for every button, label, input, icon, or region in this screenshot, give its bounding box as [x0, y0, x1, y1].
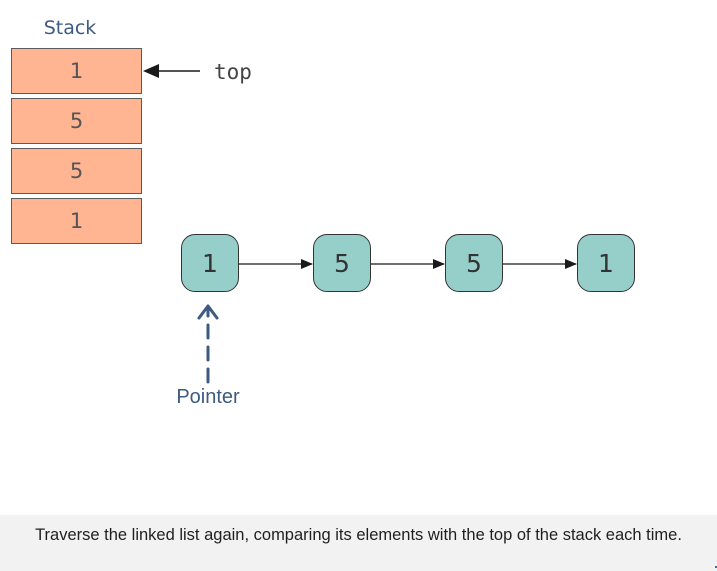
- stack-title: Stack: [43, 17, 97, 39]
- stack-cell-top: 1: [11, 48, 142, 94]
- top-label: top: [214, 60, 252, 84]
- caption-text: Traverse the linked list again, comparin…: [35, 526, 682, 544]
- list-node-3: 5: [445, 234, 503, 292]
- pointer-arrow: [197, 304, 219, 384]
- caption-bar: Traverse the linked list again, comparin…: [0, 515, 717, 571]
- stack-cell-3: 5: [11, 148, 142, 194]
- list-node-2: 5: [313, 234, 371, 292]
- top-arrow: [143, 64, 200, 78]
- list-node-4: 1: [577, 234, 635, 292]
- stack-cell-2: 5: [11, 98, 142, 144]
- corner-dot: [715, 566, 717, 568]
- list-node-1: 1: [181, 234, 239, 292]
- diagram-canvas: Stack 1 5 5 1 top 1 5 5 1 Pointer: [11, 17, 635, 408]
- stack-cell-bottom: 1: [11, 198, 142, 244]
- pointer-label: Pointer: [176, 386, 240, 408]
- connector-layer: [143, 64, 577, 384]
